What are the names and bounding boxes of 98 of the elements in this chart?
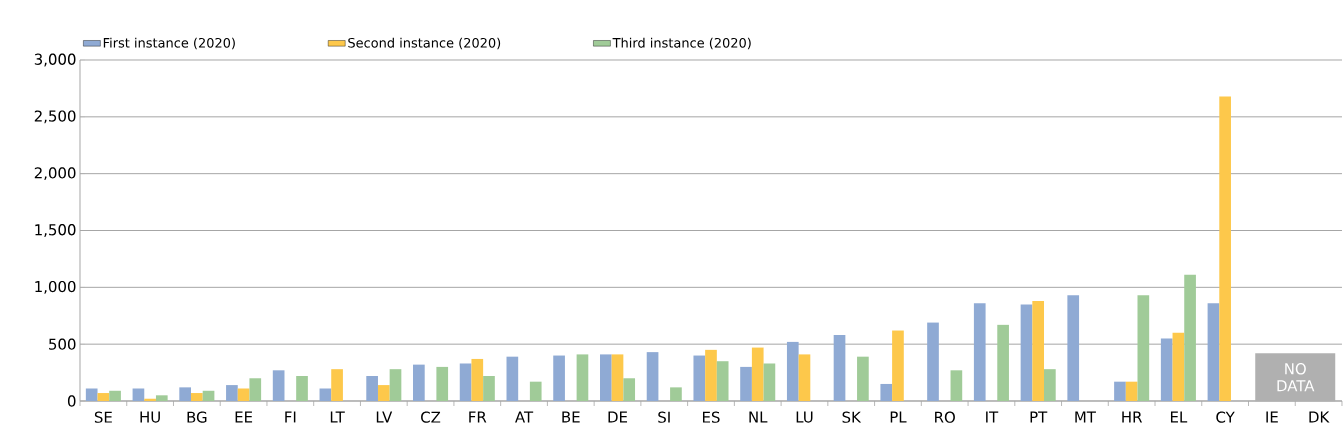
x-tick-label: FI — [285, 411, 296, 423]
bar — [705, 349, 717, 401]
bar — [506, 356, 519, 401]
bar — [483, 375, 495, 401]
bar — [1184, 274, 1196, 401]
x-tick-label: BG — [187, 411, 207, 423]
bar — [191, 393, 203, 401]
bar — [1032, 300, 1045, 401]
x-tick-label: LU — [796, 411, 813, 423]
bar — [997, 324, 1009, 401]
bar — [1172, 332, 1185, 401]
bar — [1020, 304, 1033, 401]
bar — [471, 358, 484, 401]
bar — [1044, 369, 1056, 401]
x-tick-label: EL — [1170, 411, 1188, 423]
x-tick-label: IE — [1266, 411, 1278, 423]
legend-label: Third instance (2020) — [612, 37, 751, 50]
bar — [249, 378, 262, 401]
bar — [973, 303, 986, 401]
y-tick-label: 500 — [49, 338, 76, 350]
bar — [377, 385, 390, 401]
bar — [413, 364, 425, 401]
bar — [786, 341, 799, 401]
x-tick-label: IT — [986, 411, 999, 423]
x-tick-label: RO — [935, 411, 955, 423]
bar — [226, 385, 238, 401]
x-tick-label: BE — [562, 411, 580, 423]
bar — [436, 366, 449, 401]
bar — [693, 355, 706, 401]
bar — [740, 366, 752, 401]
bar — [331, 369, 343, 401]
bar — [670, 387, 682, 401]
bar — [553, 355, 565, 401]
y-tick-label: 0 — [67, 395, 76, 407]
annotation: NO DATA — [1277, 363, 1315, 392]
x-tick-label: DE — [608, 411, 628, 423]
bar — [798, 354, 811, 401]
bar — [1219, 96, 1231, 401]
x-tick-label: SE — [94, 411, 112, 423]
bar — [132, 388, 145, 401]
legend-label: First instance (2020) — [103, 37, 235, 50]
y-tick-label: 3,000 — [34, 53, 76, 67]
x-tick-label: MT — [1075, 411, 1096, 423]
bar — [179, 387, 192, 401]
x-tick-label: HR — [1122, 411, 1143, 423]
bar — [459, 363, 472, 401]
bar — [237, 388, 250, 401]
x-tick-label: PT — [1030, 411, 1048, 423]
bar — [1137, 295, 1150, 401]
bar — [296, 375, 308, 401]
bar — [389, 369, 402, 401]
bar — [763, 363, 776, 401]
bar — [857, 356, 869, 401]
bar — [1114, 381, 1126, 401]
x-tick-label: HU — [140, 411, 160, 423]
bar — [1067, 295, 1080, 401]
bar — [833, 335, 846, 401]
bar — [529, 381, 542, 401]
bar — [202, 390, 215, 401]
bar — [927, 322, 939, 401]
bar — [751, 347, 764, 401]
x-tick-label: SK — [842, 411, 862, 423]
x-tick-label: NL — [749, 411, 768, 423]
bar — [319, 388, 332, 401]
bar — [272, 370, 285, 401]
x-tick-label: LT — [330, 411, 345, 423]
x-tick-label: FR — [469, 411, 487, 423]
bar — [623, 378, 636, 401]
legend-label: Second instance (2020) — [348, 37, 501, 50]
x-tick-label: AT — [515, 411, 534, 423]
bar — [97, 393, 110, 401]
bar — [366, 375, 378, 401]
x-tick-label: EE — [235, 411, 253, 423]
x-tick-label: LV — [376, 411, 393, 423]
bar — [1125, 381, 1138, 401]
x-tick-label: SI — [658, 411, 670, 423]
bar — [155, 395, 168, 401]
y-tick-label: 2,000 — [34, 167, 76, 181]
y-tick-label: 1,000 — [35, 280, 76, 294]
bar — [716, 361, 729, 401]
bar — [109, 390, 121, 401]
y-tick-label: 2,500 — [34, 110, 76, 124]
x-tick-label: PL — [890, 411, 907, 423]
bar — [1207, 303, 1220, 401]
bar — [576, 354, 589, 401]
bar — [646, 352, 659, 401]
x-tick-label: CZ — [421, 411, 441, 423]
bar — [599, 354, 612, 401]
bar — [950, 370, 963, 401]
x-tick-label: CY — [1216, 411, 1235, 423]
x-tick-label: DK — [1309, 411, 1330, 423]
bar — [892, 330, 904, 401]
bar — [880, 383, 893, 401]
x-tick-label: ES — [703, 411, 720, 423]
y-tick-label: 1,500 — [35, 224, 76, 237]
bar — [1160, 338, 1173, 401]
bar — [611, 354, 624, 401]
bar — [85, 388, 98, 401]
